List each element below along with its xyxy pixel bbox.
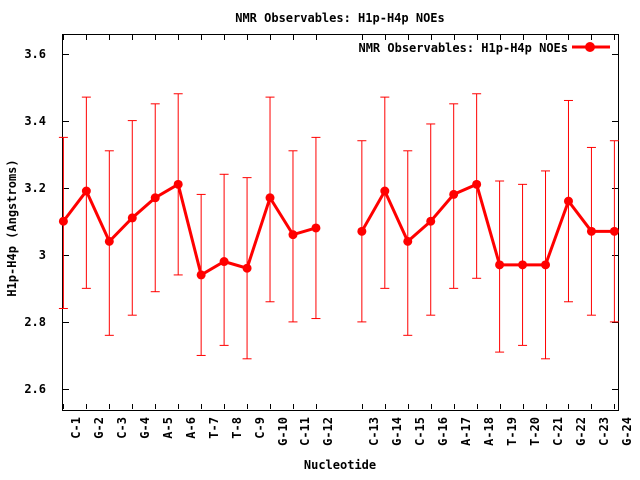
data-point-C-1 <box>58 216 68 226</box>
data-point-G-24 <box>609 226 619 236</box>
x-tick-label-C-9: C-9 <box>252 417 267 439</box>
data-point-T-20 <box>518 260 528 270</box>
data-point-A-18 <box>472 179 482 189</box>
x-tick-label-G-12: G-12 <box>321 417 336 446</box>
plot-border <box>62 34 619 411</box>
series-line-2 <box>360 182 615 267</box>
x-tick-label-G-24: G-24 <box>619 417 634 446</box>
data-point-T-19 <box>495 260 505 270</box>
data-point-C-23 <box>586 226 596 236</box>
data-point-C-21 <box>541 260 551 270</box>
data-point-A-6 <box>173 179 183 189</box>
y-tick-label-3.2: 3.2 <box>24 180 46 195</box>
data-point-T-8 <box>219 257 229 267</box>
x-tick-label-G-14: G-14 <box>390 417 405 446</box>
y-tick-label-3.4: 3.4 <box>24 113 46 128</box>
legend-sample-marker <box>585 42 595 52</box>
x-tick-label-C-15: C-15 <box>413 417 428 446</box>
x-tick-label-T-20: T-20 <box>528 417 543 446</box>
y-tick-label-3.6: 3.6 <box>24 46 46 61</box>
x-tick-label-C-1: C-1 <box>68 417 83 439</box>
data-point-G-22 <box>563 196 573 206</box>
y-tick-label-2.8: 2.8 <box>24 314 46 329</box>
data-point-C-15 <box>403 236 413 246</box>
y-tick-label-2.6: 2.6 <box>24 382 46 396</box>
data-point-C-11 <box>288 230 298 240</box>
x-tick-label-G-16: G-16 <box>436 417 451 446</box>
x-tick-label-T-19: T-19 <box>505 417 520 446</box>
x-tick-label-G-2: G-2 <box>91 417 106 439</box>
data-point-C-13 <box>357 226 367 236</box>
x-tick-label-G-10: G-10 <box>275 417 290 446</box>
data-point-G-14 <box>380 186 390 196</box>
data-point-G-2 <box>81 186 91 196</box>
x-tick-label-C-11: C-11 <box>298 417 313 446</box>
data-point-T-7 <box>196 270 206 280</box>
x-tick-label-T-8: T-8 <box>229 417 244 439</box>
data-point-G-12 <box>311 223 321 233</box>
x-axis-label: Nucleotide <box>303 458 377 472</box>
data-point-A-17 <box>449 189 459 199</box>
x-tick-label-C-13: C-13 <box>367 417 382 446</box>
x-tick-label-A-6: A-6 <box>183 417 198 439</box>
legend-label: NMR Observables: H1p-H4p NOEs <box>358 41 568 55</box>
data-point-A-5 <box>150 193 160 203</box>
x-tick-label-T-7: T-7 <box>206 417 221 439</box>
y-tick-label-3: 3 <box>38 247 46 262</box>
data-point-G-16 <box>426 216 436 226</box>
data-point-C-3 <box>104 236 114 246</box>
x-tick-label-G-22: G-22 <box>573 417 588 446</box>
x-tick-label-A-5: A-5 <box>160 417 175 439</box>
x-tick-label-C-3: C-3 <box>114 417 129 439</box>
x-tick-label-A-17: A-17 <box>459 417 474 446</box>
series-line-1 <box>62 182 317 278</box>
data-point-C-9 <box>242 263 252 273</box>
chart-title: NMR Observables: H1p-H4p NOEs <box>235 11 445 25</box>
x-tick-label-C-21: C-21 <box>551 417 566 446</box>
data-point-G-4 <box>127 213 137 223</box>
data-point-G-10 <box>265 193 275 203</box>
x-tick-label-G-4: G-4 <box>137 417 152 439</box>
x-tick-label-A-18: A-18 <box>482 417 497 446</box>
x-tick-label-C-23: C-23 <box>596 417 611 446</box>
